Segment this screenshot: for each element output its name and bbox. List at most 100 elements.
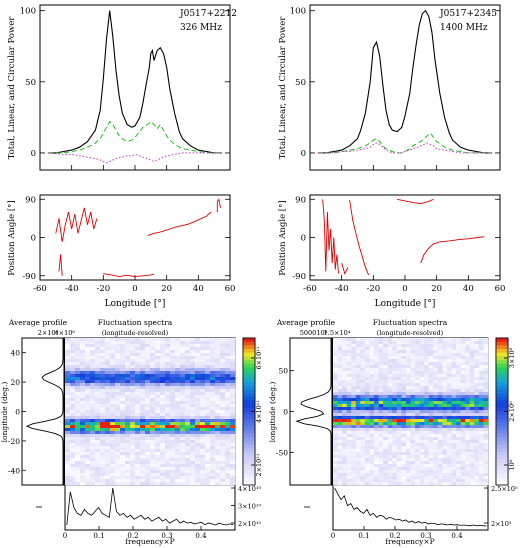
heatmap-cell	[230, 386, 236, 390]
heatmap-cell	[135, 356, 141, 360]
heatmap-cell	[145, 371, 151, 375]
colorbar-swatch	[496, 477, 508, 482]
heatmap-cell	[437, 467, 443, 471]
heatmap-cell	[383, 380, 389, 384]
heatmap-cell	[115, 482, 121, 486]
heatmap-cell	[437, 464, 443, 468]
heatmap-cell	[469, 407, 475, 411]
heatmap-cell	[469, 398, 475, 402]
heatmap-cell	[437, 455, 443, 459]
heatmap-cell	[140, 377, 146, 381]
heatmap-cell	[387, 347, 393, 351]
heatmap-cell	[364, 389, 370, 393]
heatmap-cell	[145, 422, 151, 426]
heatmap-cell	[446, 458, 452, 462]
heatmap-cell	[342, 383, 347, 387]
heatmap-cell	[160, 383, 166, 387]
heatmap-cell	[225, 353, 231, 357]
heatmap-cell	[405, 395, 411, 399]
heatmap-cell	[90, 371, 96, 375]
heatmap-cell	[195, 344, 201, 348]
heatmap-cell	[433, 338, 439, 342]
heatmap-cell	[100, 455, 106, 459]
heatmap-cell	[405, 359, 411, 363]
heatmap-cell	[474, 425, 480, 429]
heatmap-cell	[369, 344, 375, 348]
heatmap-cell	[155, 392, 161, 396]
heatmap-cell	[210, 425, 216, 429]
heatmap-cell	[125, 356, 131, 360]
heatmap-cell	[115, 368, 121, 372]
heatmap-cell	[190, 437, 196, 441]
heatmap-cell	[160, 392, 166, 396]
heatmap-cell	[355, 392, 361, 396]
colorbar-swatch	[243, 363, 255, 368]
heatmap-cell	[419, 452, 425, 456]
heatmap-cell	[383, 449, 389, 453]
heatmap-cell	[424, 368, 430, 372]
heatmap-cell	[85, 467, 91, 471]
heatmap-cell	[140, 347, 146, 351]
heatmap-cell	[70, 374, 76, 378]
heatmap-cell	[185, 392, 191, 396]
x-tick-label: 0.1	[93, 532, 104, 540]
heatmap-cell	[333, 431, 338, 435]
heatmap-cell	[396, 398, 402, 402]
heatmap-cell	[140, 458, 146, 462]
heatmap-cell	[180, 392, 186, 396]
heatmap-cell	[140, 452, 146, 456]
heatmap-cell	[130, 455, 136, 459]
heatmap-cell	[428, 476, 434, 480]
heatmap-cell	[396, 449, 402, 453]
heatmap-cell	[155, 359, 161, 363]
heatmap-cell	[415, 413, 420, 417]
heatmap-cell	[180, 449, 186, 453]
heatmap-cell	[225, 404, 231, 408]
heatmap-cell	[215, 482, 221, 486]
heatmap-cell	[100, 458, 106, 462]
profile-panel-right: J0517+2345 1400 MHz Total, Linear, and C…	[278, 4, 501, 171]
colorbar-swatch	[243, 470, 255, 475]
heatmap-cell	[95, 344, 101, 348]
heatmap-cell	[95, 401, 101, 405]
heatmap-cell	[95, 374, 101, 378]
heatmap-cell	[383, 359, 389, 363]
heatmap-cell	[437, 374, 443, 378]
heatmap-cell	[190, 398, 196, 402]
heatmap-cell	[446, 401, 452, 405]
heatmap-cell	[225, 401, 231, 405]
heatmap-cell	[387, 455, 393, 459]
heatmap-cell	[465, 479, 471, 483]
heatmap-cell	[135, 461, 141, 465]
heatmap-cell	[120, 470, 126, 474]
heatmap-cell	[456, 458, 461, 462]
heatmap-cell	[396, 452, 402, 456]
heatmap-cell	[115, 437, 121, 441]
heatmap-cell	[135, 452, 141, 456]
heatmap-cell	[342, 344, 347, 348]
heatmap-cell	[433, 407, 439, 411]
heatmap-cell	[355, 377, 361, 381]
heatmap-cell	[465, 368, 471, 372]
heatmap-cell	[456, 422, 461, 426]
heatmap-cell	[70, 386, 76, 390]
heatmap-cell	[150, 470, 156, 474]
heatmap-cell	[360, 341, 366, 345]
heatmap-cell	[419, 362, 425, 366]
heatmap-cell	[75, 359, 81, 363]
heatmap-cell	[155, 353, 161, 357]
heatmap-cell	[65, 437, 71, 441]
heatmap-cell	[405, 341, 411, 345]
heatmap-cell	[175, 404, 181, 408]
heatmap-cell	[160, 380, 166, 384]
heatmap-cell	[355, 374, 361, 378]
heatmap-cell	[337, 425, 343, 429]
heatmap-cell	[125, 410, 131, 414]
heatmap-cell	[125, 446, 131, 450]
heatmap-cell	[351, 431, 357, 435]
heatmap-cell	[225, 371, 231, 375]
heatmap-cell	[185, 395, 191, 399]
heatmap-cell	[405, 455, 411, 459]
heatmap-cell	[210, 434, 216, 438]
heatmap-cell	[115, 431, 121, 435]
